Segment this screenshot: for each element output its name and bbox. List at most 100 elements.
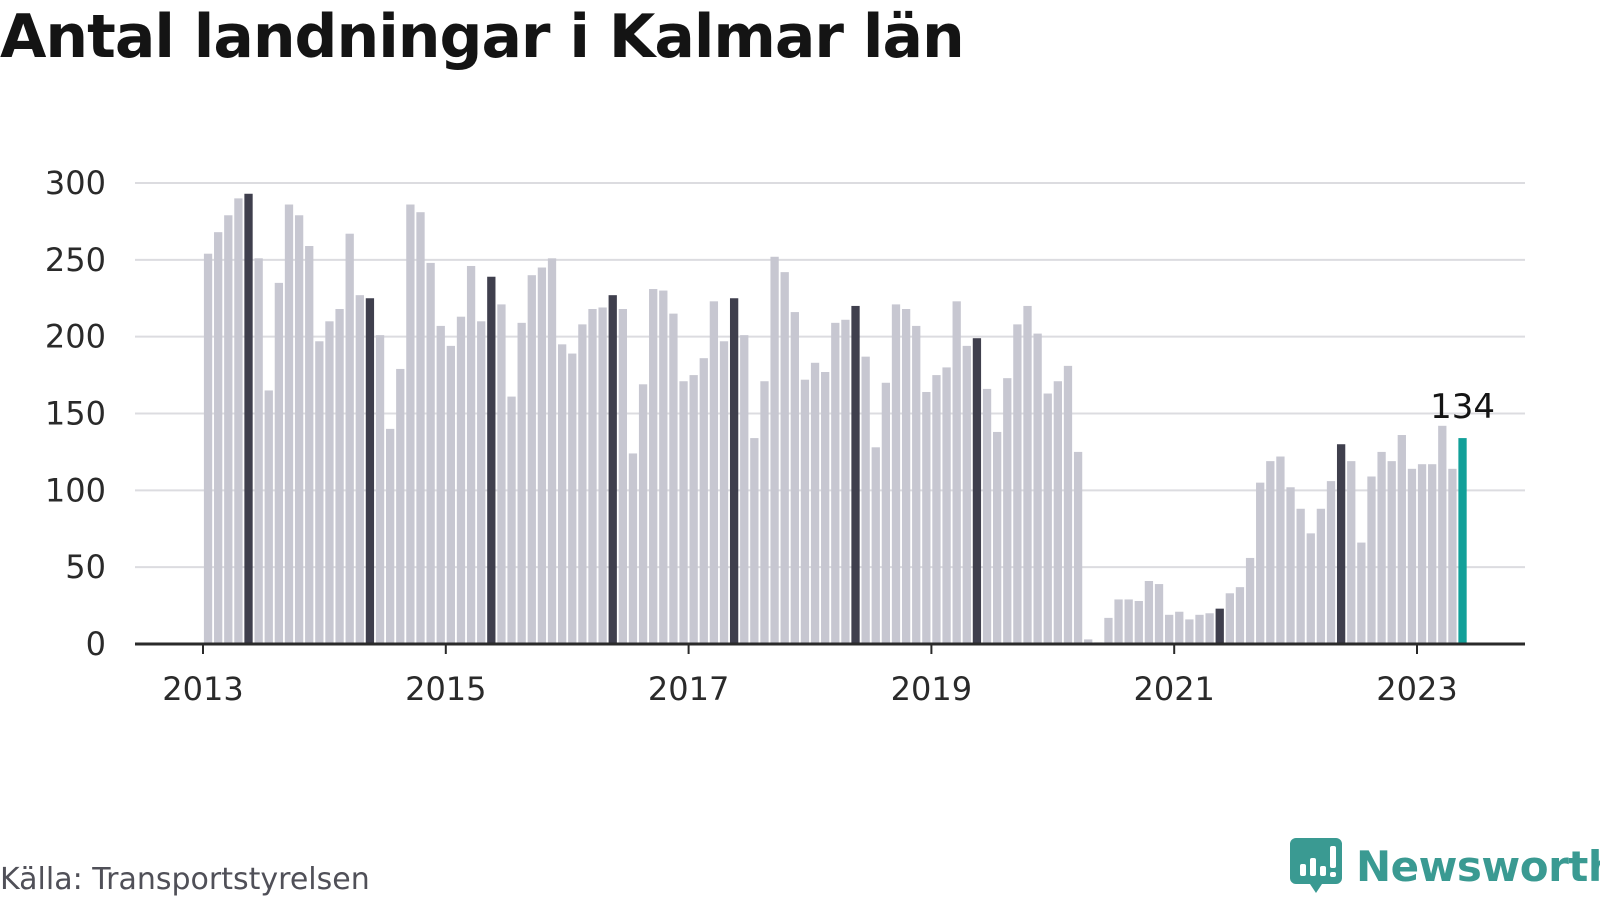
bar — [456, 316, 466, 644]
bar — [1053, 381, 1063, 644]
bar — [284, 204, 294, 644]
bar — [800, 379, 810, 644]
bar — [203, 253, 213, 645]
bar — [507, 396, 516, 644]
bar — [537, 267, 547, 644]
bar — [1164, 614, 1174, 644]
bar — [477, 321, 486, 644]
bar — [851, 305, 860, 644]
bar — [982, 388, 992, 644]
bar — [1084, 639, 1093, 644]
bar — [881, 382, 891, 644]
bar — [821, 372, 830, 644]
bar — [466, 265, 476, 644]
bar — [649, 289, 658, 644]
bar — [810, 362, 820, 644]
x-tick-label: 2023 — [1376, 670, 1457, 708]
bar — [1134, 600, 1143, 644]
bar — [689, 375, 698, 644]
x-tick-label: 2019 — [891, 670, 972, 708]
bar — [1286, 487, 1295, 644]
bar — [305, 246, 314, 644]
brand-name: Newsworthy — [1356, 841, 1600, 891]
bar — [790, 312, 799, 644]
bar — [497, 304, 506, 644]
bar — [1296, 508, 1305, 644]
bar — [770, 256, 779, 644]
latest-value-label: 134 — [1430, 387, 1495, 427]
bar — [1367, 476, 1376, 644]
bar — [1205, 613, 1214, 644]
bar — [315, 341, 324, 644]
bar — [234, 198, 243, 644]
bar — [1316, 508, 1326, 644]
bar — [841, 319, 850, 644]
bar — [638, 384, 648, 644]
bar — [1023, 305, 1032, 644]
x-tick-label: 2013 — [162, 670, 243, 708]
bar — [517, 322, 526, 644]
bar — [942, 367, 951, 644]
bar — [952, 301, 961, 644]
bar — [1256, 482, 1265, 644]
x-tick-label: 2021 — [1133, 670, 1214, 708]
bar — [1154, 584, 1164, 644]
bar — [871, 447, 880, 644]
bar — [699, 358, 708, 644]
bar — [1266, 461, 1275, 644]
bar — [1195, 614, 1204, 644]
bar — [729, 298, 739, 644]
bar — [1003, 378, 1012, 644]
bar — [709, 301, 719, 644]
bar — [244, 193, 253, 645]
bar — [932, 375, 941, 644]
bar — [224, 215, 233, 644]
newsworthy-logo-icon — [1290, 838, 1342, 893]
bar — [1043, 393, 1052, 644]
bar — [1448, 468, 1457, 644]
y-tick-label: 100 — [45, 471, 106, 509]
bar — [436, 325, 445, 644]
bar — [628, 453, 638, 644]
source-note: Källa: Transportstyrelsen — [0, 862, 370, 897]
bar — [406, 204, 415, 644]
bar — [325, 321, 334, 644]
bar — [1215, 608, 1224, 644]
bar — [1458, 438, 1467, 644]
bar — [780, 272, 789, 644]
bar — [426, 262, 435, 644]
bar — [1347, 461, 1356, 644]
x-axis: 2013 2015 2017 2019 2021 2023 — [135, 642, 1525, 708]
y-axis: 0 50 100 150 200 250 300 — [45, 164, 106, 663]
y-tick-label: 250 — [45, 241, 106, 279]
bar — [891, 304, 901, 644]
bar — [1357, 542, 1366, 644]
bar — [598, 307, 607, 644]
y-tick-label: 150 — [45, 395, 106, 433]
bar — [972, 338, 982, 644]
bar — [750, 438, 759, 644]
bar — [922, 391, 931, 644]
bar — [396, 368, 405, 644]
bar — [1175, 611, 1184, 644]
annotation: 134 — [1430, 387, 1495, 427]
bar — [588, 309, 597, 644]
bar — [264, 390, 273, 644]
bar — [578, 324, 587, 644]
bar — [993, 431, 1002, 644]
bar — [365, 298, 375, 644]
bar — [1397, 435, 1406, 644]
bar — [1438, 425, 1447, 644]
bar — [1407, 468, 1417, 644]
bar — [1276, 456, 1285, 644]
bar — [912, 325, 921, 644]
bar — [1225, 593, 1234, 644]
bar — [557, 344, 567, 644]
bar — [1245, 557, 1255, 644]
bar — [608, 295, 617, 644]
bar — [1033, 333, 1042, 644]
bar — [1235, 587, 1245, 644]
brand: Newsworthy — [1290, 838, 1600, 894]
bar — [527, 275, 536, 644]
y-tick-label: 50 — [65, 548, 106, 586]
